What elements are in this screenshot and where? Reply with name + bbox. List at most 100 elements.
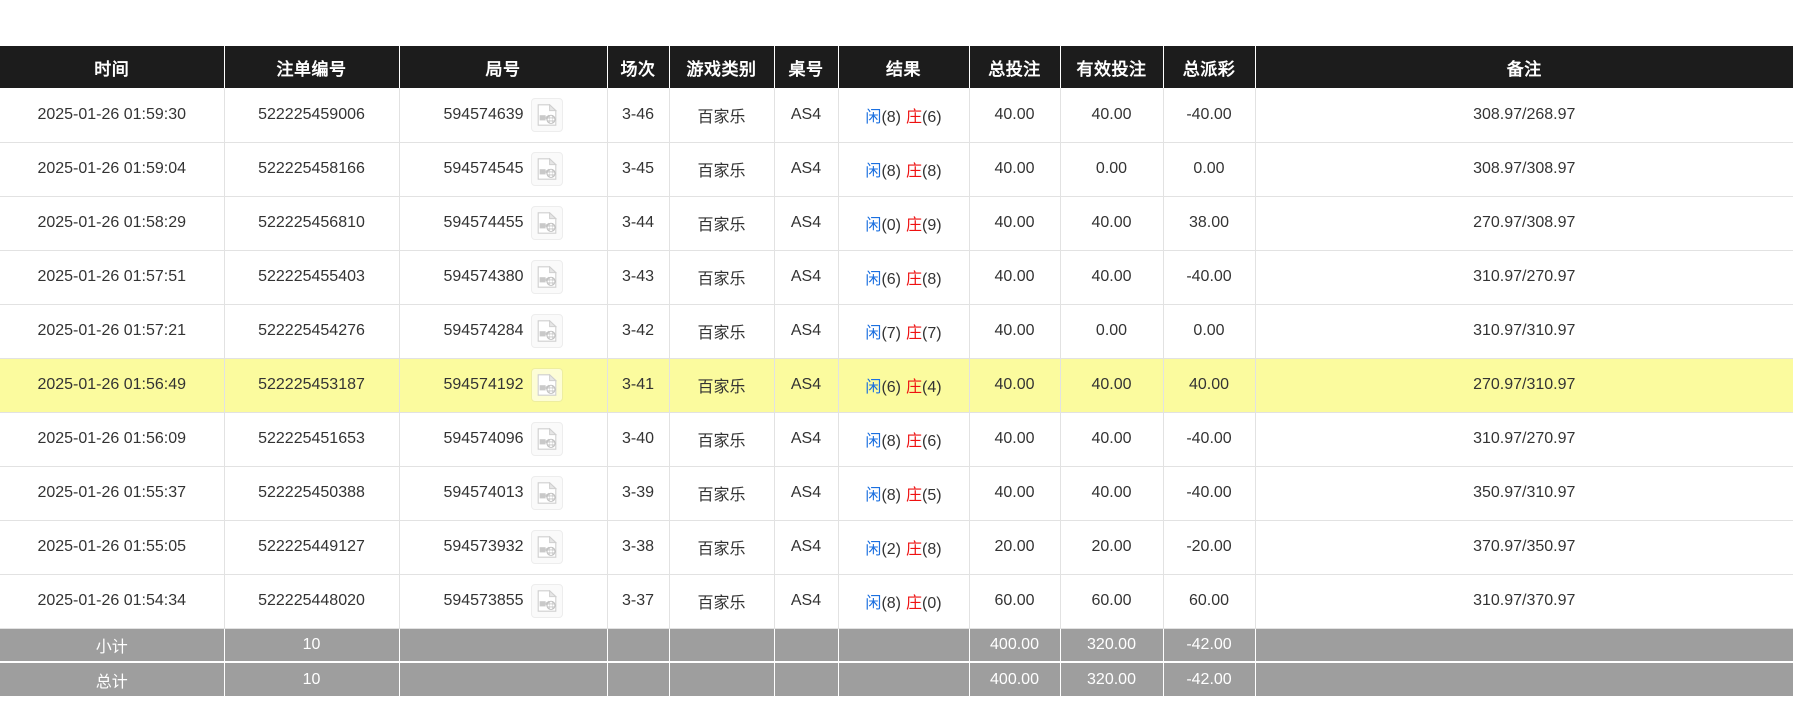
summary-total-bet: 400.00 [969, 662, 1061, 696]
round-no-group: 594573932 [406, 530, 601, 564]
cell-table-no: AS4 [774, 574, 839, 629]
video-replay-icon[interactable] [530, 422, 563, 456]
video-replay-icon[interactable] [530, 476, 563, 510]
cell-result: 闲(6) 庄(8) [838, 250, 970, 305]
table-row[interactable]: 2025-01-26 01:59:30 522225459006 594574639… [0, 88, 1793, 143]
cell-total-bet: 40.00 [969, 88, 1061, 143]
cell-remark: 308.97/308.97 [1255, 142, 1793, 197]
cell-round-no: 594574013 [399, 466, 608, 521]
cell-payout: -40.00 [1163, 88, 1256, 143]
video-replay-icon[interactable] [530, 260, 563, 294]
cell-round-no: 594574096 [399, 412, 608, 467]
cell-round-no: 594574192 [399, 358, 608, 413]
round-no-text: 594573932 [443, 538, 524, 555]
cell-valid-bet: 60.00 [1060, 574, 1164, 629]
round-no-group: 594573855 [406, 584, 601, 618]
video-replay-icon[interactable] [530, 206, 563, 240]
cell-remark: 310.97/270.97 [1255, 250, 1793, 305]
cell-bet-id: 522225453187 [224, 358, 400, 413]
video-replay-icon[interactable] [530, 314, 563, 348]
round-no-group: 594574096 [406, 422, 601, 456]
table-row[interactable]: 2025-01-26 01:54:34 522225448020 594573855… [0, 574, 1793, 629]
result-group: 闲(6) 庄(8) [865, 271, 941, 288]
summary-row: 小计 10 400.00 320.00 -42.00 [0, 628, 1793, 663]
result-banker-label: 庄 [906, 108, 923, 126]
column-header-game_type: 游戏类别 [669, 46, 775, 88]
cell-payout: 0.00 [1163, 142, 1256, 197]
cell-bet-id: 522225448020 [224, 574, 400, 629]
table-row[interactable]: 2025-01-26 01:59:04 522225458166 594574545… [0, 142, 1793, 197]
cell-game-type: 百家乐 [669, 574, 775, 629]
cell-bet-id: 522225458166 [224, 142, 400, 197]
result-banker-points: (6) [922, 108, 942, 126]
result-banker-label: 庄 [906, 595, 923, 612]
video-replay-icon[interactable] [530, 584, 563, 618]
column-header-table_no: 桌号 [774, 46, 839, 88]
video-replay-icon[interactable] [530, 530, 563, 564]
cell-table-no: AS4 [774, 358, 839, 413]
cell-remark: 310.97/370.97 [1255, 574, 1793, 629]
result-banker-label: 庄 [906, 487, 923, 504]
cell-game-type: 百家乐 [669, 250, 775, 305]
cell-remark: 310.97/310.97 [1255, 304, 1793, 359]
cell-payout: 0.00 [1163, 304, 1256, 359]
cell-time: 2025-01-26 01:55:37 [0, 466, 225, 521]
result-group: 闲(0) 庄(9) [865, 217, 941, 234]
cell-table-no: AS4 [774, 520, 839, 575]
cell-time: 2025-01-26 01:56:09 [0, 412, 225, 467]
cell-result: 闲(8) 庄(6) [838, 88, 970, 143]
result-player-label: 闲 [865, 271, 882, 288]
cell-total-bet: 40.00 [969, 358, 1061, 413]
table-row[interactable]: 2025-01-26 01:57:51 522225455403 594574380… [0, 250, 1793, 305]
result-banker-points: (8) [922, 163, 942, 180]
round-no-group: 594574639 [406, 97, 601, 132]
cell-result: 闲(8) 庄(8) [838, 142, 970, 197]
column-header-total_bet: 总投注 [969, 46, 1061, 88]
summary-remark [1255, 628, 1793, 663]
table-row[interactable]: 2025-01-26 01:57:21 522225454276 594574284… [0, 304, 1793, 359]
table-row[interactable]: 2025-01-26 01:56:49 522225453187 594574192… [0, 358, 1793, 413]
cell-payout: -40.00 [1163, 412, 1256, 467]
cell-bet-id: 522225450388 [224, 466, 400, 521]
cell-table-no: AS4 [774, 88, 839, 143]
result-player-label: 闲 [865, 217, 882, 234]
table-row[interactable]: 2025-01-26 01:58:29 522225456810 594574455… [0, 196, 1793, 251]
cell-game-type: 百家乐 [669, 520, 775, 575]
summary-valid-bet: 320.00 [1060, 628, 1164, 663]
round-no-group: 594574545 [406, 152, 601, 186]
cell-game-type: 百家乐 [669, 88, 775, 143]
result-player-points: (0) [881, 217, 901, 234]
result-banker-points: (0) [922, 595, 942, 612]
cell-valid-bet: 40.00 [1060, 466, 1164, 521]
video-replay-icon[interactable] [530, 368, 563, 402]
result-banker-points: (8) [922, 541, 942, 558]
result-banker-label: 庄 [906, 217, 923, 234]
table-row[interactable]: 2025-01-26 01:55:37 522225450388 594574013… [0, 466, 1793, 521]
summary-count: 10 [224, 662, 400, 696]
result-banker-points: (6) [922, 433, 942, 450]
cell-shoe: 3-40 [607, 412, 670, 467]
cell-shoe: 3-39 [607, 466, 670, 521]
summary-row: 总计 10 400.00 320.00 -42.00 [0, 662, 1793, 696]
cell-round-no: 594574380 [399, 250, 608, 305]
table-row[interactable]: 2025-01-26 01:56:09 522225451653 594574096… [0, 412, 1793, 467]
result-player-label: 闲 [865, 541, 882, 558]
cell-round-no: 594574284 [399, 304, 608, 359]
cell-total-bet: 60.00 [969, 574, 1061, 629]
summary-count: 10 [224, 628, 400, 663]
cell-valid-bet: 0.00 [1060, 304, 1164, 359]
cell-total-bet: 40.00 [969, 142, 1061, 197]
summary-label: 总计 [0, 662, 225, 696]
result-banker-label: 庄 [906, 271, 923, 288]
cell-remark: 310.97/270.97 [1255, 412, 1793, 467]
video-replay-icon[interactable] [530, 97, 563, 132]
result-player-label: 闲 [865, 595, 882, 612]
result-banker-points: (7) [922, 325, 942, 342]
cell-game-type: 百家乐 [669, 304, 775, 359]
video-replay-icon[interactable] [530, 152, 563, 186]
cell-shoe: 3-41 [607, 358, 670, 413]
result-group: 闲(2) 庄(8) [865, 541, 941, 558]
round-no-group: 594574192 [406, 368, 601, 402]
table-row[interactable]: 2025-01-26 01:55:05 522225449127 594573932… [0, 520, 1793, 575]
